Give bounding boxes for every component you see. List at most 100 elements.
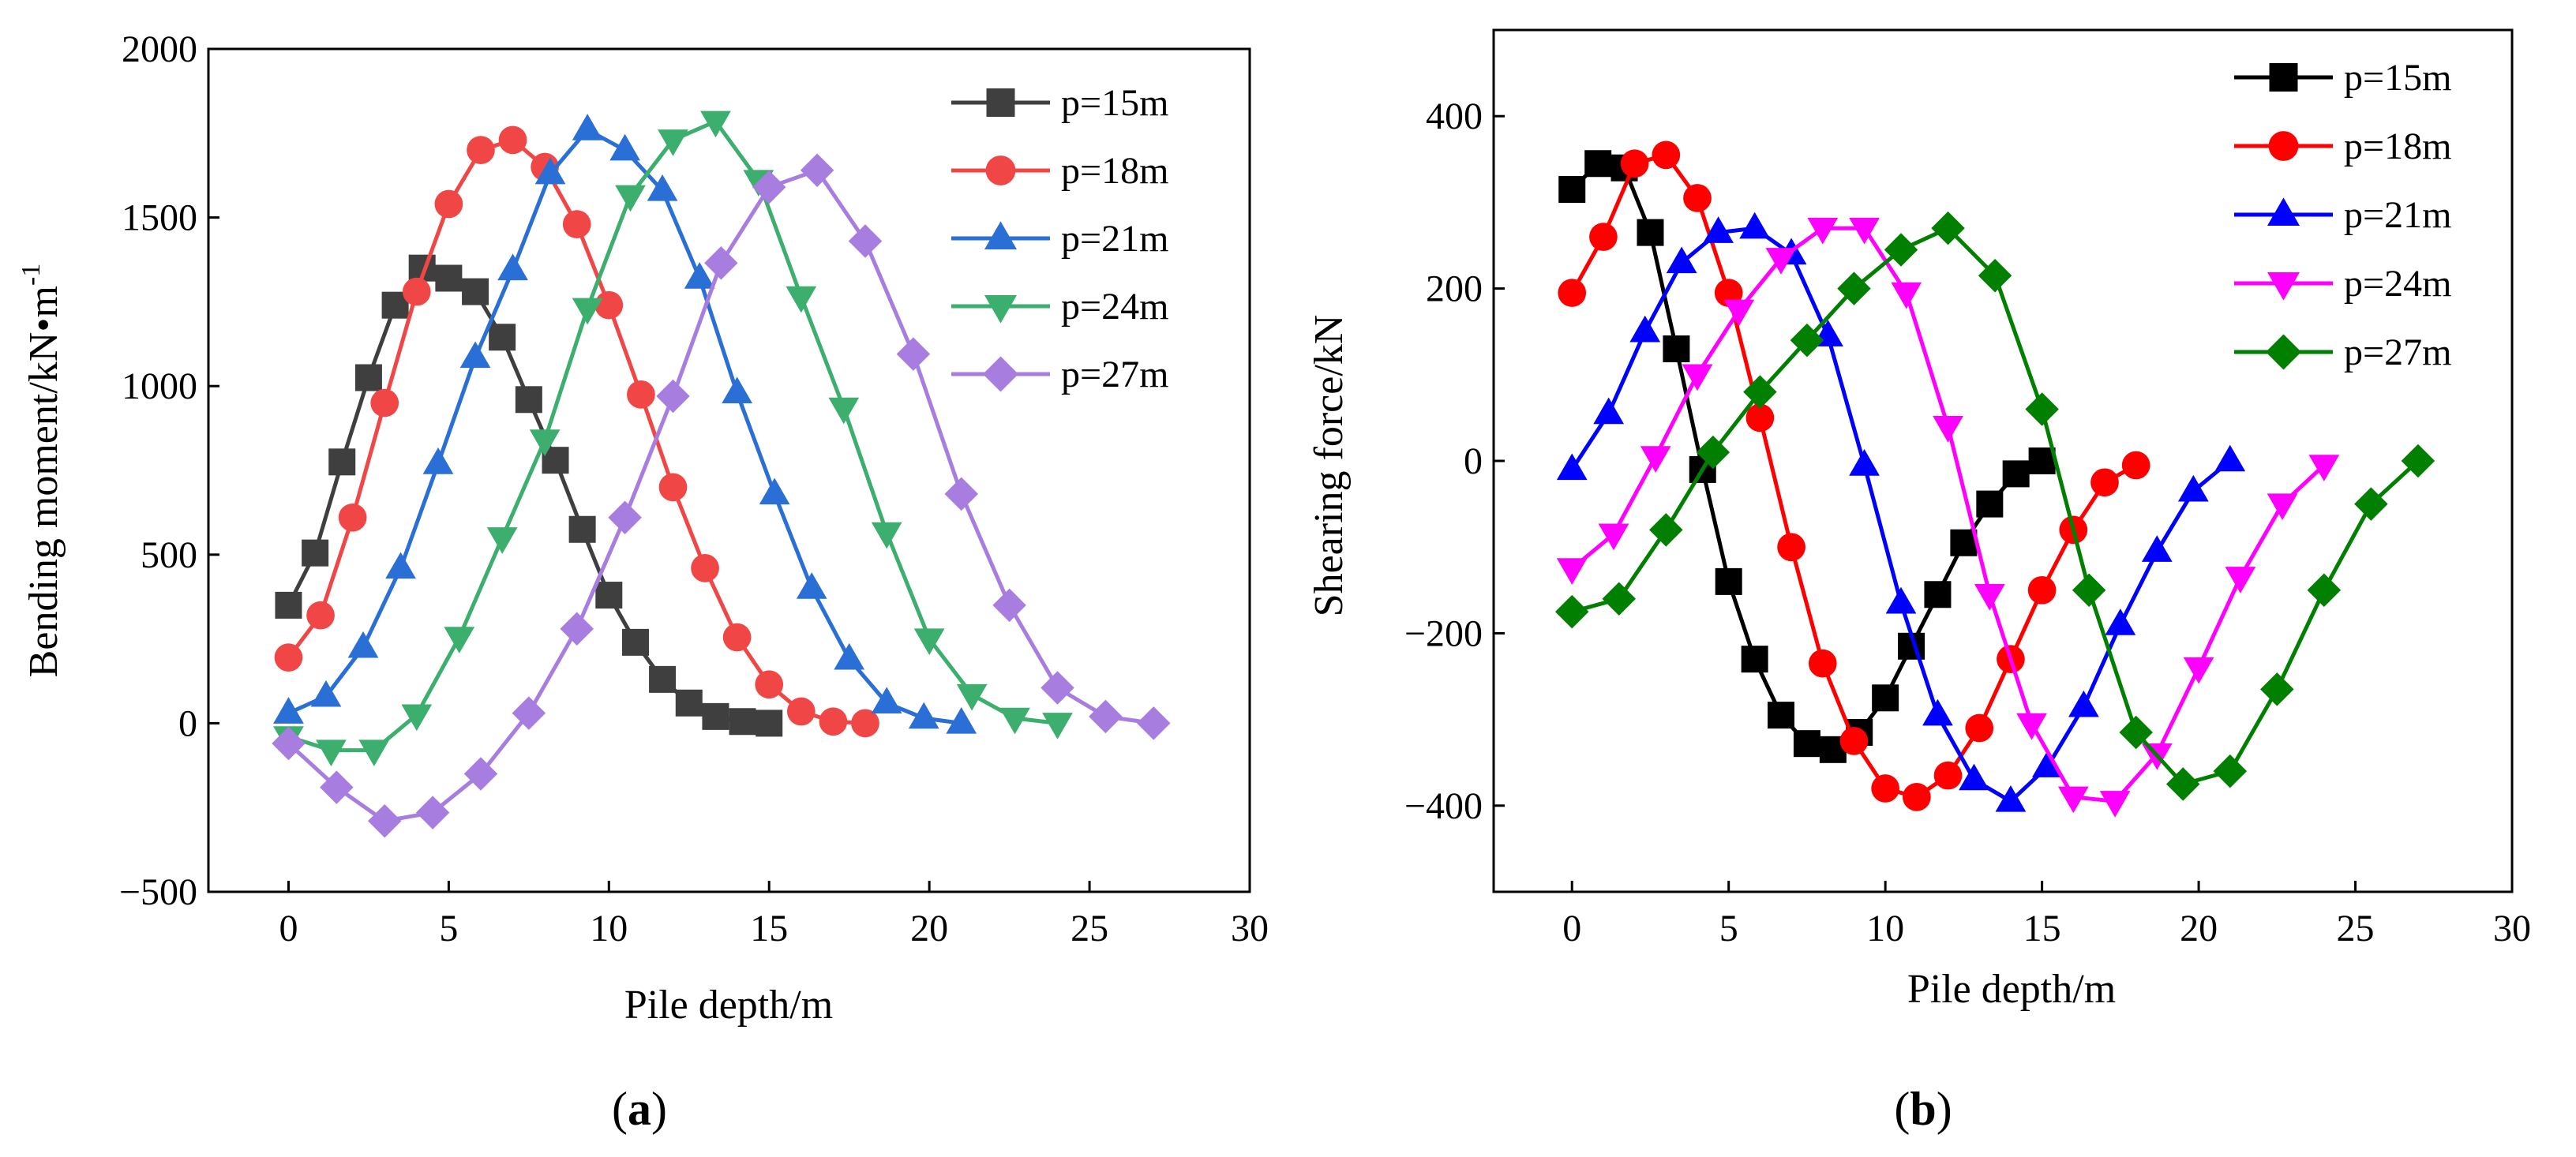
legend-marker (2269, 63, 2298, 92)
data-point (320, 770, 354, 804)
legend-marker (986, 88, 1015, 117)
data-point (1793, 730, 1820, 758)
data-point (1554, 594, 1589, 629)
y-tick-label: 2000 (122, 28, 197, 70)
data-point (2260, 672, 2294, 706)
data-point (572, 114, 603, 140)
data-point (1640, 446, 1671, 473)
data-point (1723, 299, 1755, 327)
data-point (463, 757, 498, 791)
data-point (1136, 706, 1171, 740)
data-point (2121, 451, 2150, 480)
data-point (2401, 444, 2435, 478)
data-point (302, 539, 329, 567)
data-point (1765, 248, 1797, 275)
data-point (700, 110, 731, 138)
data-point (572, 298, 603, 325)
legend-marker (985, 155, 1016, 185)
data-point (1089, 699, 1123, 734)
y-tick-label: 1000 (122, 365, 197, 407)
data-point (1922, 698, 1953, 726)
data-point (786, 697, 816, 726)
data-point (722, 623, 752, 652)
data-point (828, 397, 860, 425)
series-p=21m (1556, 212, 2246, 812)
data-point (752, 170, 786, 204)
data-point (1556, 453, 1588, 481)
y-tick-label: 1500 (122, 197, 197, 239)
data-point (621, 628, 649, 656)
data-point (385, 552, 416, 579)
legend-marker (2266, 334, 2301, 370)
legend-item: p=18m (951, 150, 1168, 192)
data-point (274, 643, 303, 672)
y-tick-label: 0 (178, 702, 197, 744)
series-p=24m (273, 110, 1073, 766)
data-point (627, 380, 655, 409)
data-point (834, 642, 865, 670)
x-tick-label: 20 (910, 908, 948, 949)
data-point (316, 740, 347, 766)
data-point (704, 246, 738, 280)
data-point (908, 702, 939, 729)
data-point (1620, 149, 1649, 178)
data-point (609, 133, 640, 161)
x-tick-label: 10 (590, 908, 628, 949)
data-point (1924, 581, 1952, 608)
data-point (306, 601, 335, 630)
legend-item: p=18m (2234, 125, 2451, 167)
data-point (444, 627, 475, 653)
data-point (848, 224, 883, 258)
data-point (1884, 233, 1918, 267)
legend-label: p=27m (1061, 354, 1168, 395)
data-point (2002, 460, 2030, 488)
x-tick-label: 15 (2023, 908, 2061, 949)
legend-marker (2268, 131, 2299, 161)
legend: p=15m p=18m p=21m p=24m p=27m (951, 82, 1168, 395)
data-point (896, 337, 931, 371)
data-point (1902, 783, 1931, 811)
x-tick-label: 30 (1231, 908, 1269, 949)
data-point (529, 429, 561, 456)
data-point (2307, 573, 2342, 608)
x-axis-ticks: 0 5 10 15 20 25 30 (279, 881, 1269, 949)
data-point (756, 710, 783, 737)
data-point (722, 376, 753, 404)
data-point (2105, 608, 2136, 635)
data-point (273, 697, 304, 724)
legend-label: p=18m (2344, 125, 2451, 167)
data-point (1837, 271, 1871, 305)
data-point (2213, 754, 2248, 788)
data-point (2225, 567, 2256, 593)
data-point (2027, 575, 2057, 605)
data-point (486, 527, 518, 554)
legend-item: p=27m (2234, 331, 2451, 373)
data-point (871, 687, 902, 714)
data-point (2214, 444, 2246, 472)
data-point (310, 680, 342, 707)
x-tick-label: 25 (2337, 908, 2375, 949)
data-point (1933, 761, 1963, 790)
data-point (1703, 216, 1734, 243)
panel-label: (b) (1894, 1083, 1952, 1135)
data-point (1976, 490, 2004, 518)
data-point (913, 628, 945, 655)
data-point (647, 174, 678, 201)
data-point (358, 740, 390, 766)
data-point (1745, 403, 1775, 432)
data-point (1558, 279, 1587, 307)
data-point (2177, 474, 2209, 502)
data-point (1978, 258, 2012, 293)
data-point (1995, 784, 2027, 812)
series-p=15m (275, 254, 783, 737)
data-point (275, 591, 302, 619)
data-point (786, 286, 817, 313)
data-point (562, 210, 591, 238)
legend-item: p=24m (951, 286, 1168, 328)
y-tick-label: 400 (1426, 95, 1483, 137)
y-tick-label: −500 (119, 871, 197, 913)
data-point (944, 477, 978, 511)
data-point (1839, 727, 1869, 755)
